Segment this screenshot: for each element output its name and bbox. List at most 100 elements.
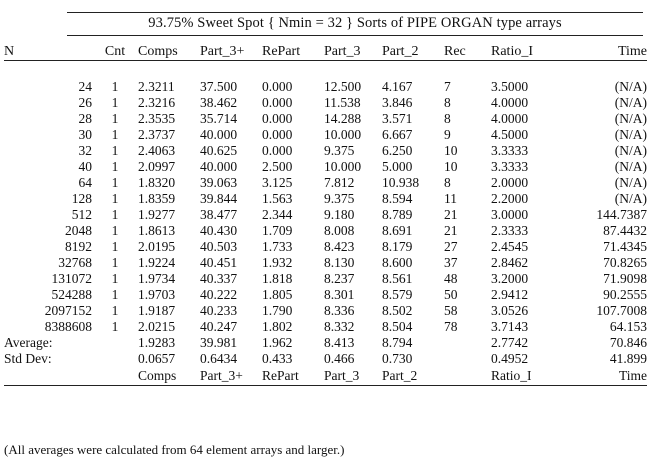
cell-repart: 1.563 [262,191,293,206]
cell-part3plus: 39.844 [200,191,238,206]
cell-part3plus: 40.000 [200,159,238,174]
cell-part3: 9.375 [324,191,355,206]
cell-part3: 8.336 [324,303,355,318]
cell-comps: 0.0657 [138,351,176,366]
cell-rec: 9 [444,127,451,142]
cell-part2: 8.504 [382,319,413,334]
table-row: 28 1 2.3535 35.714 0.000 14.288 3.571 8 4.0000 (N… [4,111,648,127]
table-title-box: 93.75% Sweet Spot { Nmin = 32 } Sorts of… [67,12,643,36]
cell-part3plus: 35.714 [200,111,238,126]
cell-n: 2048 [65,223,92,238]
results-table: N Cnt Comps Part_3+ RePart Part_3 Part_2… [4,44,647,386]
cell-time: 70.8265 [603,255,647,270]
footer-header-comps: Comps [138,367,200,386]
cell-comps: 2.0195 [138,239,176,254]
cell-part3: 0.466 [324,351,355,366]
cell-part3plus: 37.500 [200,79,238,94]
header-time: Time [571,44,647,61]
cell-part2: 3.846 [382,95,413,110]
cell-n: 8388608 [44,319,92,334]
cell-repart: 1.733 [262,239,293,254]
cell-part3plus: 40.247 [200,319,238,334]
table-row: 131072 1 1.9734 40.337 1.818 8.237 8.561 48 3.20… [4,271,648,287]
cell-part2: 0.730 [382,351,413,366]
cell-n: 8192 [65,239,92,254]
cell-repart: 1.790 [262,303,293,318]
table-row: 2097152 1 1.9187 40.233 1.790 8.336 8.502 58 3.0… [4,303,647,319]
cell-comps: 1.8613 [138,223,176,238]
cell-n: 2097152 [44,303,92,318]
cell-cnt: 1 [111,223,119,238]
cell-cnt: 1 [111,287,119,302]
cell-ratio: 4.0000 [491,95,529,110]
cell-time: (N/A) [614,111,647,126]
cell-part3plus: 40.503 [200,239,238,254]
table-row: 24 1 2.3211 37.500 0.000 12.500 4.167 7 3.5000 (N… [4,79,648,95]
cell-ratio: 2.4545 [491,239,529,254]
cell-n: 30 [78,127,93,142]
header-rec: Rec [444,44,491,61]
cell-repart: 1.709 [262,223,293,238]
cell-ratio: 4.0000 [491,111,529,126]
cell-comps: 1.9734 [138,271,176,286]
table-row: 32 1 2.4063 40.625 0.000 9.375 6.250 10 3.3333 (N… [4,143,648,159]
cell-part2: 8.594 [382,191,413,206]
cell-time: 64.153 [609,319,647,334]
header-part3plus: Part_3+ [200,44,262,61]
cell-time: 90.2555 [603,287,647,302]
cell-cnt: 1 [111,95,119,110]
cell-ratio: 2.2000 [491,191,529,206]
footer-header-part3: Part_3 [324,367,382,386]
table-row: 524288 1 1.9703 40.222 1.805 8.301 8.579 50 2.94… [4,287,648,303]
cell-comps: 1.8320 [138,175,176,190]
cell-ratio: 3.5000 [491,79,529,94]
table-title: 93.75% Sweet Spot { Nmin = 32 } Sorts of… [148,15,562,31]
title-top-rule [67,12,643,13]
cell-comps: 1.9187 [138,303,176,318]
cell-part3plus: 0.6434 [200,351,238,366]
cell-rec: 78 [444,319,458,334]
cell-rec: 21 [444,223,458,238]
cell-ratio: 2.0000 [491,175,529,190]
cell-comps: 1.9224 [138,255,176,270]
cell-n: 512 [71,207,92,222]
cell-comps: 2.3535 [138,111,176,126]
cell-part2: 8.579 [382,287,413,302]
cell-cnt: 1 [111,319,119,334]
header-part3: Part_3 [324,44,382,61]
cell-time: 70.846 [609,335,647,350]
cell-part2: 4.167 [382,79,413,94]
cell-comps: 2.0997 [138,159,176,174]
cell-ratio: 3.7143 [491,319,529,334]
cell-comps: 2.3216 [138,95,176,110]
cell-part3: 10.000 [324,159,362,174]
cell-n: 131072 [51,271,93,286]
cell-cnt: 1 [111,255,119,270]
cell-empty [444,335,491,351]
cell-time: (N/A) [614,79,647,94]
cell-ratio: 2.3333 [491,223,529,238]
cell-part3plus: 40.430 [200,223,238,238]
table-row: 2048 1 1.8613 40.430 1.709 8.008 8.691 21 2.3333… [4,223,647,239]
table-row: 8192 1 2.0195 40.503 1.733 8.423 8.179 27 2.4545… [4,239,647,255]
cell-time: 87.4432 [603,223,647,238]
cell-repart: 0.000 [262,143,293,158]
cell-repart: 1.962 [262,335,293,350]
footer-header-repart: RePart [262,367,324,386]
table-body: 24 1 2.3211 37.500 0.000 12.500 4.167 7 3.5000 (N… [4,61,647,386]
cell-ratio: 3.3333 [491,159,529,174]
cell-comps: 2.3737 [138,127,176,142]
cell-part3: 9.375 [324,143,355,158]
cell-part3plus: 38.462 [200,95,238,110]
cell-part3plus: 39.063 [200,175,238,190]
cell-cnt: 1 [111,239,119,254]
cell-rec: 21 [444,207,458,222]
cell-part3plus: 40.337 [200,271,238,286]
cell-rec: 8 [444,111,451,126]
cell-cnt: 1 [111,271,119,286]
cell-comps: 2.3211 [138,79,175,94]
cell-comps: 2.4063 [138,143,176,158]
cell-part2: 6.250 [382,143,413,158]
cell-part2: 8.502 [382,303,413,318]
cell-part3: 12.500 [324,79,362,94]
